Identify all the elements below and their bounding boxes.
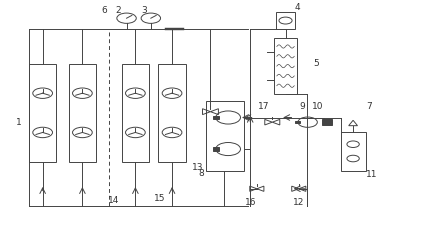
Text: 1: 1 [16,118,22,127]
Bar [122,64,149,162]
Bar [158,64,186,162]
Bar [276,12,295,29]
Text: 4: 4 [295,3,300,12]
Text: 6: 6 [101,6,107,15]
Text: 3: 3 [141,6,147,15]
Text: 11: 11 [366,170,377,179]
Bar [29,64,56,162]
Text: 15: 15 [154,194,165,203]
Text: 7: 7 [366,102,372,111]
Text: 5: 5 [314,59,319,68]
Bar [295,121,300,123]
Bar [206,101,244,171]
Text: 12: 12 [293,198,304,207]
Text: 10: 10 [312,102,323,111]
Text: 2: 2 [116,6,121,15]
Text: 8: 8 [199,169,205,178]
Bar [213,116,219,119]
Bar [341,132,365,171]
Text: 13: 13 [191,163,203,172]
Text: 9: 9 [299,102,305,111]
Text: 14: 14 [108,196,119,205]
Text: 16: 16 [245,198,257,207]
Bar [274,38,297,94]
Bar [213,147,219,151]
Bar [322,119,332,125]
Text: 17: 17 [258,102,270,111]
Bar [69,64,96,162]
